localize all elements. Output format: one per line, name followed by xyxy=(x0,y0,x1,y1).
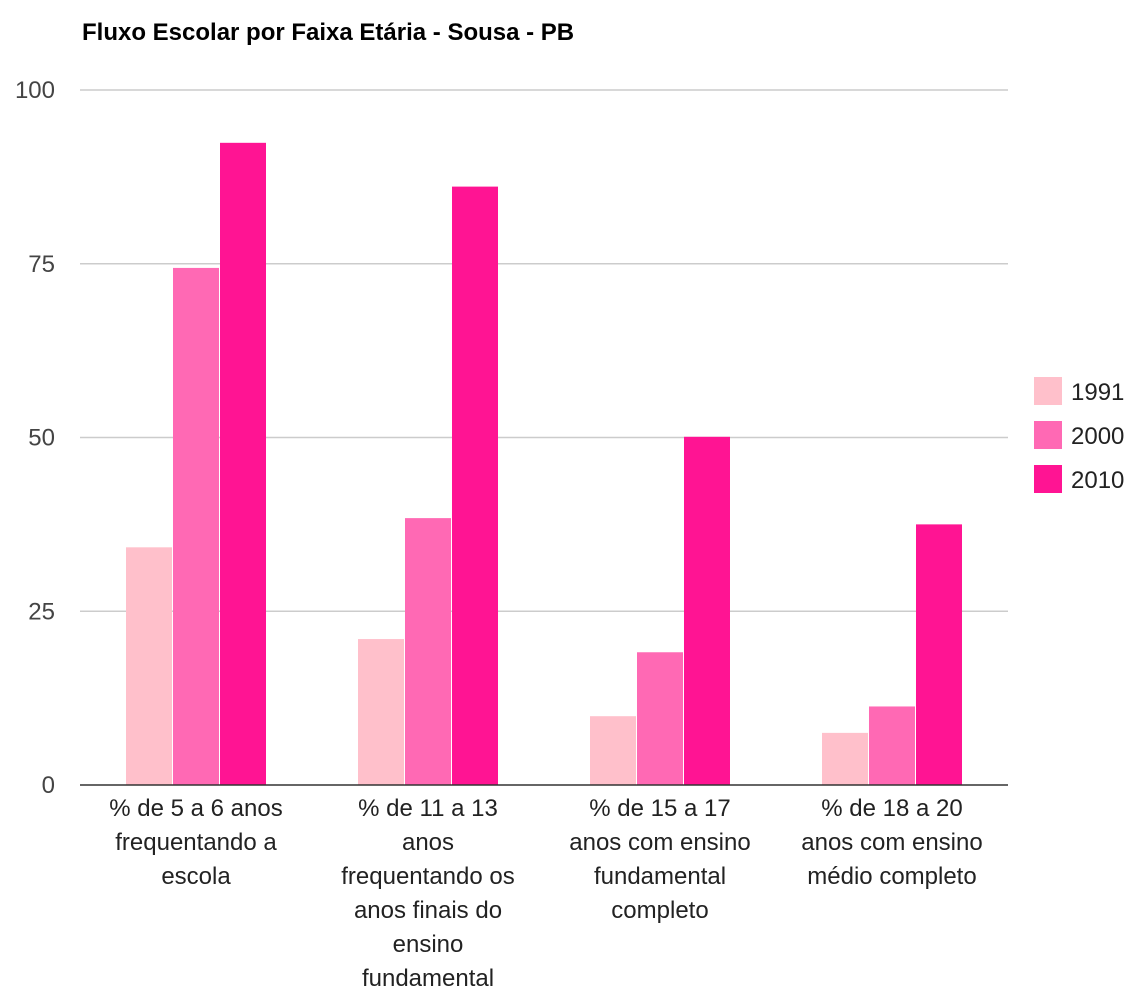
x-tick-label: anos com ensino xyxy=(569,829,750,856)
bar-2010-cat-1 xyxy=(220,142,266,785)
x-tick-label: escola xyxy=(161,863,231,890)
x-tick-label: anos com ensino xyxy=(801,829,982,856)
x-tick-label: % de 5 a 6 anos xyxy=(109,795,282,822)
chart-title: Fluxo Escolar por Faixa Etária - Sousa -… xyxy=(82,19,574,46)
y-tick-label: 50 xyxy=(28,425,55,452)
legend-swatch-2010 xyxy=(1034,465,1062,493)
bar-2000-cat-4 xyxy=(869,706,915,785)
gridlines xyxy=(80,89,1008,612)
bar-1991-cat-3 xyxy=(590,716,636,785)
x-tick-label: % de 15 a 17 xyxy=(589,795,730,822)
bar-1991-cat-2 xyxy=(358,639,404,785)
bar-2000-cat-2 xyxy=(405,518,451,785)
bar-2000-cat-1 xyxy=(173,267,219,785)
x-tick-label: frequentando os xyxy=(341,863,514,890)
bar-1991-cat-4 xyxy=(822,732,868,785)
x-tick-label: anos finais do xyxy=(354,897,502,924)
legend: 1991 2000 2010 xyxy=(1034,377,1124,494)
x-tick-label: anos xyxy=(402,829,454,856)
legend-label-2000: 2000 xyxy=(1071,423,1124,450)
y-tick-label: 100 xyxy=(15,77,55,104)
x-tick-label: % de 11 a 13 xyxy=(358,795,498,822)
legend-label-1991: 1991 xyxy=(1071,379,1124,406)
y-tick-label: 75 xyxy=(28,251,55,278)
bar-2010-cat-2 xyxy=(452,186,498,786)
legend-swatch-2000 xyxy=(1034,421,1062,449)
legend-swatch-1991 xyxy=(1034,377,1062,405)
y-tick-label: 25 xyxy=(28,598,55,625)
x-tick-label: % de 18 a 20 xyxy=(821,795,962,822)
x-axis-labels: % de 5 a 6 anos frequentando a escola % de … xyxy=(109,795,982,988)
legend-label-2010: 2010 xyxy=(1071,467,1124,494)
bars xyxy=(126,142,962,786)
bar-2010-cat-4 xyxy=(916,524,962,785)
bar-1991-cat-1 xyxy=(126,547,172,785)
x-tick-label: completo xyxy=(611,897,708,924)
bar-2010-cat-3 xyxy=(684,436,730,785)
x-tick-label: fundamental xyxy=(362,965,494,988)
y-tick-label: 0 xyxy=(42,772,55,799)
x-tick-label: médio completo xyxy=(807,863,976,890)
y-axis-ticks: 0 25 50 75 100 xyxy=(15,77,55,799)
x-tick-label: ensino xyxy=(393,931,464,958)
bar-2000-cat-3 xyxy=(637,652,683,785)
x-tick-label: frequentando a xyxy=(115,829,277,856)
x-tick-label: fundamental xyxy=(594,863,726,890)
